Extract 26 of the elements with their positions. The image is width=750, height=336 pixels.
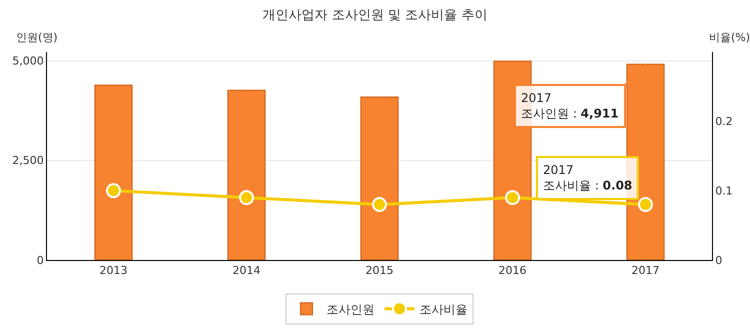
legend-label: 조사인원 bbox=[326, 302, 374, 316]
point bbox=[505, 190, 520, 206]
chart-title: 개인사업자 조사인원 및 조사비율 추이 bbox=[262, 8, 488, 24]
bar bbox=[94, 84, 133, 260]
bar bbox=[227, 90, 266, 260]
y2-tick-label: 0.2 bbox=[715, 115, 733, 128]
legend-label: 조사비율 bbox=[420, 302, 468, 316]
y-axis-title: 인원(명) bbox=[16, 31, 58, 44]
y2-axis-title: 비율(%) bbox=[709, 31, 750, 44]
point bbox=[106, 183, 121, 198]
x-tick-label: 2017 bbox=[632, 264, 660, 278]
annotation: 2017 조사인원 : 4,911 bbox=[521, 91, 619, 121]
x-tick-label: 2014 bbox=[232, 264, 260, 278]
point bbox=[638, 197, 653, 212]
annotation: 2017 조사비율 : 0.08 bbox=[543, 163, 632, 193]
y-tick-label: 5,000 bbox=[12, 54, 44, 68]
x-tick-label: 2013 bbox=[100, 264, 128, 278]
x-tick-label: 2015 bbox=[366, 264, 394, 278]
point bbox=[239, 190, 254, 206]
x-tick-label: 2016 bbox=[498, 264, 526, 278]
y-tick-label: 0 bbox=[36, 254, 44, 267]
y-tick-label: 2,500 bbox=[12, 154, 44, 168]
y2-tick-label: 0 bbox=[715, 254, 722, 267]
y2-tick-label: 0.1 bbox=[715, 184, 733, 198]
point bbox=[372, 197, 387, 212]
bar bbox=[360, 96, 399, 260]
